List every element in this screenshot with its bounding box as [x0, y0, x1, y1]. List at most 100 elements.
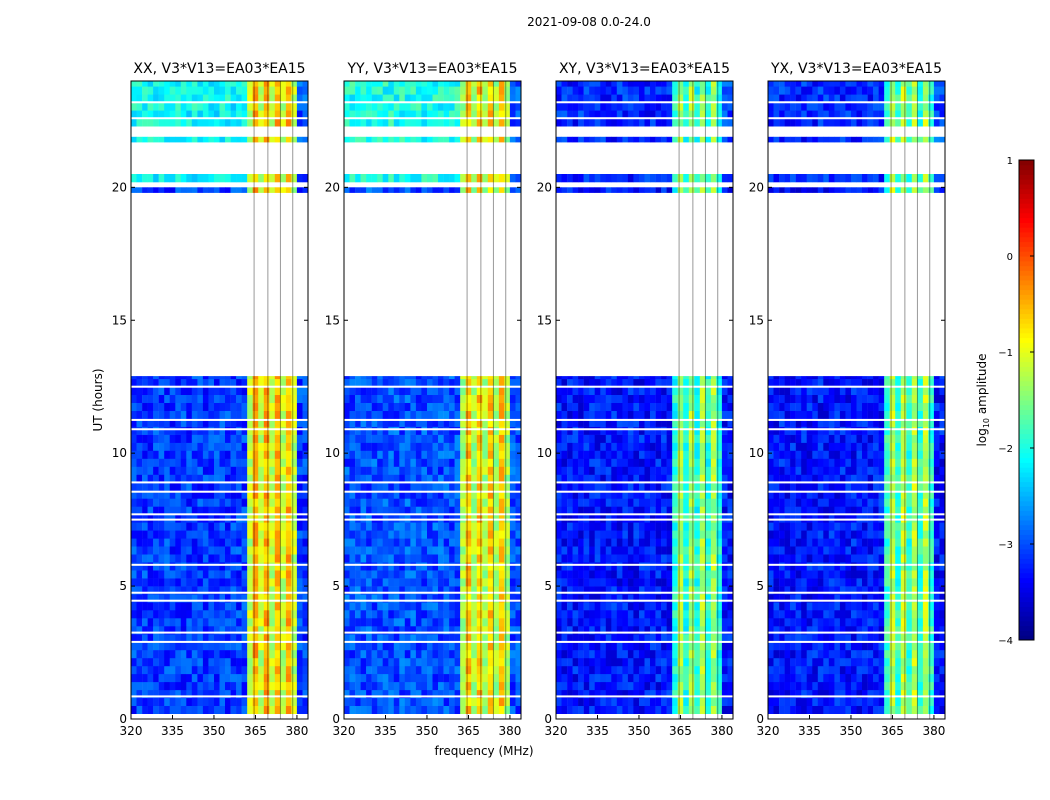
heatmap-cell	[493, 442, 500, 451]
heatmap-cell	[504, 665, 511, 675]
heatmap-cell	[131, 602, 137, 611]
heatmap-cell	[710, 442, 717, 451]
heatmap-cell	[515, 81, 522, 87]
heatmap-cell	[476, 610, 483, 619]
heatmap-cell	[661, 697, 667, 706]
heatmap-cell	[219, 442, 226, 451]
heatmap-cell	[186, 402, 193, 411]
heatmap-cell	[269, 442, 276, 451]
heatmap-cell	[241, 602, 248, 611]
heatmap-cell	[208, 697, 215, 706]
heatmap-cell	[136, 94, 143, 103]
heatmap-cell	[583, 136, 590, 143]
heatmap-cell	[191, 626, 198, 635]
heatmap-cell	[399, 538, 406, 547]
heatmap-cell	[230, 538, 237, 547]
heatmap-cell	[487, 394, 494, 403]
heatmap-cell	[600, 618, 607, 627]
heatmap-cell	[650, 450, 656, 459]
heatmap-cell	[694, 586, 701, 595]
heatmap-cell	[247, 394, 253, 403]
heatmap-cell	[197, 174, 204, 183]
heatmap-cell	[366, 546, 372, 555]
heatmap-cell	[454, 418, 461, 427]
heatmap-cell	[487, 618, 494, 627]
heatmap-cell	[605, 570, 612, 579]
heatmap-cell	[285, 554, 292, 563]
x-tick-label: 380	[285, 724, 308, 738]
heatmap-cell	[269, 665, 276, 675]
heatmap-cell	[197, 187, 204, 193]
heatmap-cell	[509, 110, 516, 119]
heatmap-cell	[655, 665, 662, 675]
heatmap-cell	[443, 594, 450, 603]
heatmap-cell	[655, 376, 662, 380]
heatmap-cell	[611, 118, 618, 127]
heatmap-cell	[504, 514, 511, 523]
heatmap-cell	[302, 697, 309, 706]
heatmap-cell	[454, 610, 461, 619]
heatmap-cell	[236, 378, 242, 387]
heatmap-cell	[688, 498, 695, 507]
heatmap-cell	[432, 681, 439, 691]
heatmap-cell	[556, 641, 562, 651]
heatmap-cell	[302, 506, 309, 515]
heatmap-cell	[180, 554, 187, 563]
x-axis-label: frequency (MHz)	[434, 744, 533, 758]
heatmap-cell	[482, 466, 489, 475]
heatmap-cell	[705, 602, 712, 611]
heatmap-cell	[427, 618, 433, 627]
heatmap-cell	[443, 506, 450, 515]
heatmap-cell	[677, 136, 684, 143]
heatmap-cell	[487, 649, 494, 659]
heatmap-cell	[236, 538, 242, 547]
heatmap-cell	[252, 530, 259, 539]
heatmap-cell	[399, 136, 406, 143]
heatmap-cell	[688, 538, 695, 547]
heatmap-cell	[611, 466, 618, 475]
heatmap-cell	[427, 554, 433, 563]
heatmap-cell	[572, 187, 579, 193]
heatmap-cell	[443, 657, 450, 667]
heatmap-cell	[672, 522, 678, 531]
heatmap-cell	[616, 530, 623, 539]
heatmap-cell	[661, 118, 667, 127]
heatmap-cell	[415, 649, 422, 659]
heatmap-cell	[236, 610, 242, 619]
heatmap-cell	[371, 490, 378, 499]
heatmap-cell	[438, 681, 444, 691]
heatmap-cell	[291, 570, 298, 579]
heatmap-cell	[465, 506, 472, 515]
heatmap-cell	[153, 570, 159, 579]
heatmap-cell	[147, 506, 154, 515]
heatmap-cell	[561, 402, 568, 411]
heatmap-cell	[432, 570, 439, 579]
heatmap-cell	[650, 458, 656, 467]
heatmap-cell	[269, 522, 276, 531]
heatmap-cell	[404, 474, 411, 483]
heatmap-cell	[515, 649, 522, 659]
heatmap-cell	[153, 426, 159, 435]
heatmap-cell	[561, 633, 568, 643]
heatmap-cell	[158, 81, 165, 87]
heatmap-cell	[241, 633, 248, 643]
heatmap-cell	[225, 530, 231, 539]
heatmap-cell	[252, 450, 259, 459]
heatmap-cell	[274, 657, 281, 667]
heatmap-cell	[616, 562, 623, 571]
heatmap-cell	[666, 626, 673, 635]
heatmap-cell	[650, 586, 656, 595]
heatmap-cell	[404, 522, 411, 531]
heatmap-cell	[655, 610, 662, 619]
heatmap-cell	[230, 434, 237, 443]
heatmap-cell	[427, 102, 433, 111]
heatmap-cell	[683, 562, 689, 571]
heatmap-cell	[344, 376, 350, 380]
heatmap-cell	[504, 586, 511, 595]
heatmap-cell	[443, 649, 450, 659]
heatmap-cell	[410, 506, 417, 515]
heatmap-cell	[476, 102, 483, 111]
heatmap-cell	[471, 187, 477, 193]
heatmap-cell	[567, 665, 573, 675]
heatmap-cell	[694, 705, 701, 714]
